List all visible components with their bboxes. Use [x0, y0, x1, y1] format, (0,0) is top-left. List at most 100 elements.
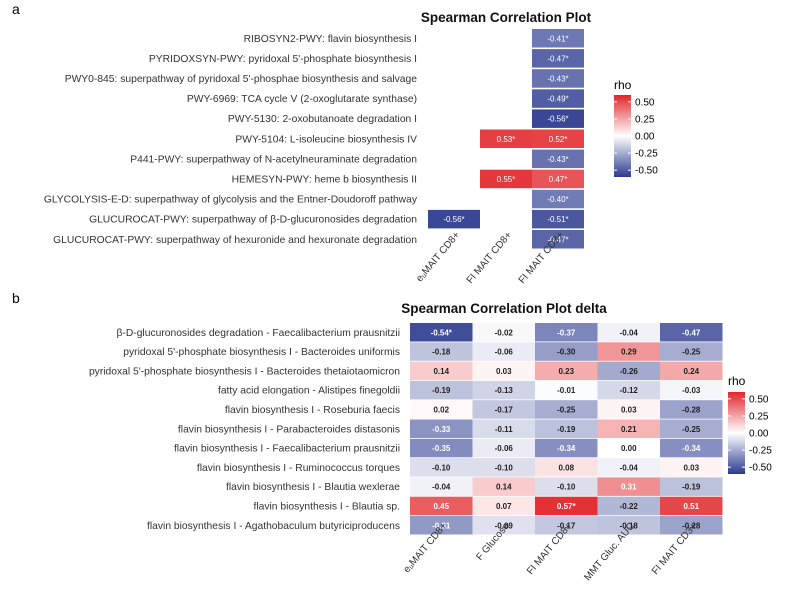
- panel-a-cell: [532, 49, 584, 68]
- panel-b-cell-label: 0.14: [433, 367, 449, 376]
- panel-a-cell-label: -0.51*: [547, 215, 568, 224]
- panel-b-cell-label: -0.09: [495, 521, 514, 530]
- panel-b-row-label: flavin biosynthesis I - Faecalibacterium…: [174, 444, 400, 455]
- panel-a-legend-tick-label: 0.25: [635, 114, 655, 125]
- panel-a-row-label: GLYCOLYSIS-E-D: superpathway of glycolys…: [44, 195, 418, 206]
- panel-b-cell: [410, 419, 473, 438]
- panel-b-cell: [472, 516, 535, 535]
- panel-b-cell: [472, 458, 535, 477]
- panel-b-cell-label: 0.24: [683, 367, 699, 376]
- panel-a-cell: [532, 149, 584, 169]
- panel-b-cell: [660, 323, 723, 342]
- panel-b-cell: [472, 361, 535, 381]
- panel-a-row-label: RIBOSYN2-PWY: flavin biosynthesis I: [244, 34, 417, 45]
- panel-b-cell-label: -0.18: [432, 348, 451, 357]
- panel-a-cell-label: 0.47*: [549, 175, 568, 184]
- panel-a-letter: a: [12, 1, 20, 17]
- panel-b-cell-label: 0.02: [433, 405, 449, 414]
- panel-b-cell-label: -0.54*: [431, 328, 453, 337]
- panel-a-legend-colorbar: [614, 95, 631, 177]
- panel-a-row-label: PWY-5130: 2-oxobutanoate degradation I: [228, 114, 417, 125]
- panel-a-cell-label: -0.56*: [443, 215, 464, 224]
- panel-a-cell: [532, 29, 584, 48]
- panel-a-col-label: FI MAIT CD8+: [465, 230, 515, 286]
- panel-a-col-label: eᵤMAIT CD8+: [414, 230, 462, 284]
- panel-b-cell: [410, 496, 473, 516]
- panel-a-cell-label: 0.53*: [497, 135, 516, 144]
- panel-b-legend-tick-label: -0.25: [749, 446, 772, 457]
- panel-b-cell-label: -0.02: [495, 328, 514, 337]
- panel-b-cell: [535, 342, 598, 361]
- panel-b-cell-label: -0.17: [495, 405, 514, 414]
- panel-b-cell: [472, 380, 535, 400]
- panel-b-cell-label: -0.13: [495, 386, 514, 395]
- panel-b-cell-label: -0.11: [495, 425, 513, 434]
- panel-b-cell-label: -0.01: [557, 386, 576, 395]
- panel-b-cell: [597, 477, 660, 496]
- panel-b-cell: [597, 419, 660, 438]
- panel-a-row-label: PWY0-845: superpathway of pyridoxal 5'-p…: [65, 74, 418, 85]
- panel-b-cell-label: -0.04: [620, 328, 639, 337]
- panel-b-letter: b: [12, 290, 20, 306]
- panel-a-legend-tick-label: -0.50: [635, 166, 658, 177]
- panel-b-cell: [410, 400, 473, 419]
- panel-b-cell-label: -0.47: [682, 328, 701, 337]
- panel-a-cell-label: -0.49*: [547, 95, 568, 104]
- panel-a-cell: [428, 209, 480, 229]
- panel-b-row-label: β-D-glucuronosides degradation - Faecali…: [116, 328, 400, 339]
- panel-b-cell: [660, 419, 723, 438]
- panel-b-cell: [535, 419, 598, 438]
- panel-b-cell: [410, 458, 473, 477]
- panel-b-cell: [597, 400, 660, 419]
- panel-b-cell-label: 0.21: [621, 425, 637, 434]
- panel-b-cell-label: 0.57*: [557, 502, 577, 511]
- panel-a-legend-tick-label: -0.25: [635, 149, 658, 160]
- panel-a-legend-title: rho: [614, 78, 632, 92]
- panel-b-cell-label: 0.03: [621, 405, 637, 414]
- panel-b-cell-label: -0.19: [432, 386, 451, 395]
- panel-b-cell: [535, 380, 598, 400]
- panel-b-cell-label: 0.14: [496, 483, 512, 492]
- panel-a-cell: [532, 109, 584, 128]
- panel-a-cell: [532, 129, 584, 148]
- panel-b-cell-label: -0.25: [557, 405, 576, 414]
- panel-b-cell: [535, 516, 598, 535]
- panel-b-cell-label: -0.03: [682, 386, 701, 395]
- panel-b-cell: [472, 477, 535, 496]
- panel-b-cell-label: 0.31: [621, 483, 637, 492]
- panel-a-row-label: GLUCUROCAT-PWY: superpathway of hexuroni…: [53, 235, 417, 246]
- panel-a-cell-label: 0.52*: [549, 135, 568, 144]
- panel-a-row-label: PWY-5104: L-isoleucine biosynthesis IV: [235, 134, 417, 145]
- panel-b-cell: [660, 496, 723, 516]
- panel-b-row-label: flavin biosynthesis I - Parabacteroides …: [178, 424, 400, 435]
- panel-a-cell-label: -0.47*: [547, 235, 568, 244]
- panel-b-cell-label: -0.19: [682, 483, 701, 492]
- panel-b-cell: [535, 323, 598, 342]
- panel-b-cell: [597, 516, 660, 535]
- panel-a-cell-label: -0.56*: [547, 115, 568, 124]
- panel-a-cell-label: -0.41*: [547, 34, 568, 43]
- panel-b-cell: [660, 400, 723, 419]
- panel-b-legend-colorbar: [728, 392, 745, 474]
- panel-a-row-label: GLUCUROCAT-PWY: superpathway of β-D-gluc…: [89, 215, 417, 226]
- panel-b-cell: [472, 419, 535, 438]
- panel-b-row-label: flavin biosynthesis I - Ruminococcus tor…: [197, 463, 400, 474]
- panel-b-cell: [472, 496, 535, 516]
- panel-a-title: Spearman Correlation Plot: [421, 10, 592, 25]
- panel-b-cell: [472, 323, 535, 342]
- panel-b-legend-tick-label: 0.00: [749, 429, 769, 440]
- panel-b-row-label: flavin biosynthesis I - Blautia wexlerae: [226, 482, 400, 493]
- panel-a-cell-label: -0.47*: [547, 54, 568, 63]
- panel-b-cell: [410, 380, 473, 400]
- panel-b-cell: [535, 438, 598, 458]
- panel-b-cell: [410, 342, 473, 361]
- panel-a-cell: [480, 129, 532, 148]
- panel-b-cell-label: -0.26: [620, 367, 639, 376]
- panel-b-cell-label: -0.22: [620, 502, 639, 511]
- panel-b-row-label: flavin biosynthesis I - Blautia sp.: [253, 501, 400, 512]
- panel-a-cell: [532, 89, 584, 108]
- panel-b-cell-label: -0.34: [557, 444, 576, 453]
- panel-b-cell: [472, 400, 535, 419]
- panel-a-row-label: PWY-6969: TCA cycle V (2-oxoglutarate sy…: [187, 94, 417, 105]
- panel-b-row-label: pyridoxal 5'-phosphate biosynthesis I - …: [89, 366, 400, 377]
